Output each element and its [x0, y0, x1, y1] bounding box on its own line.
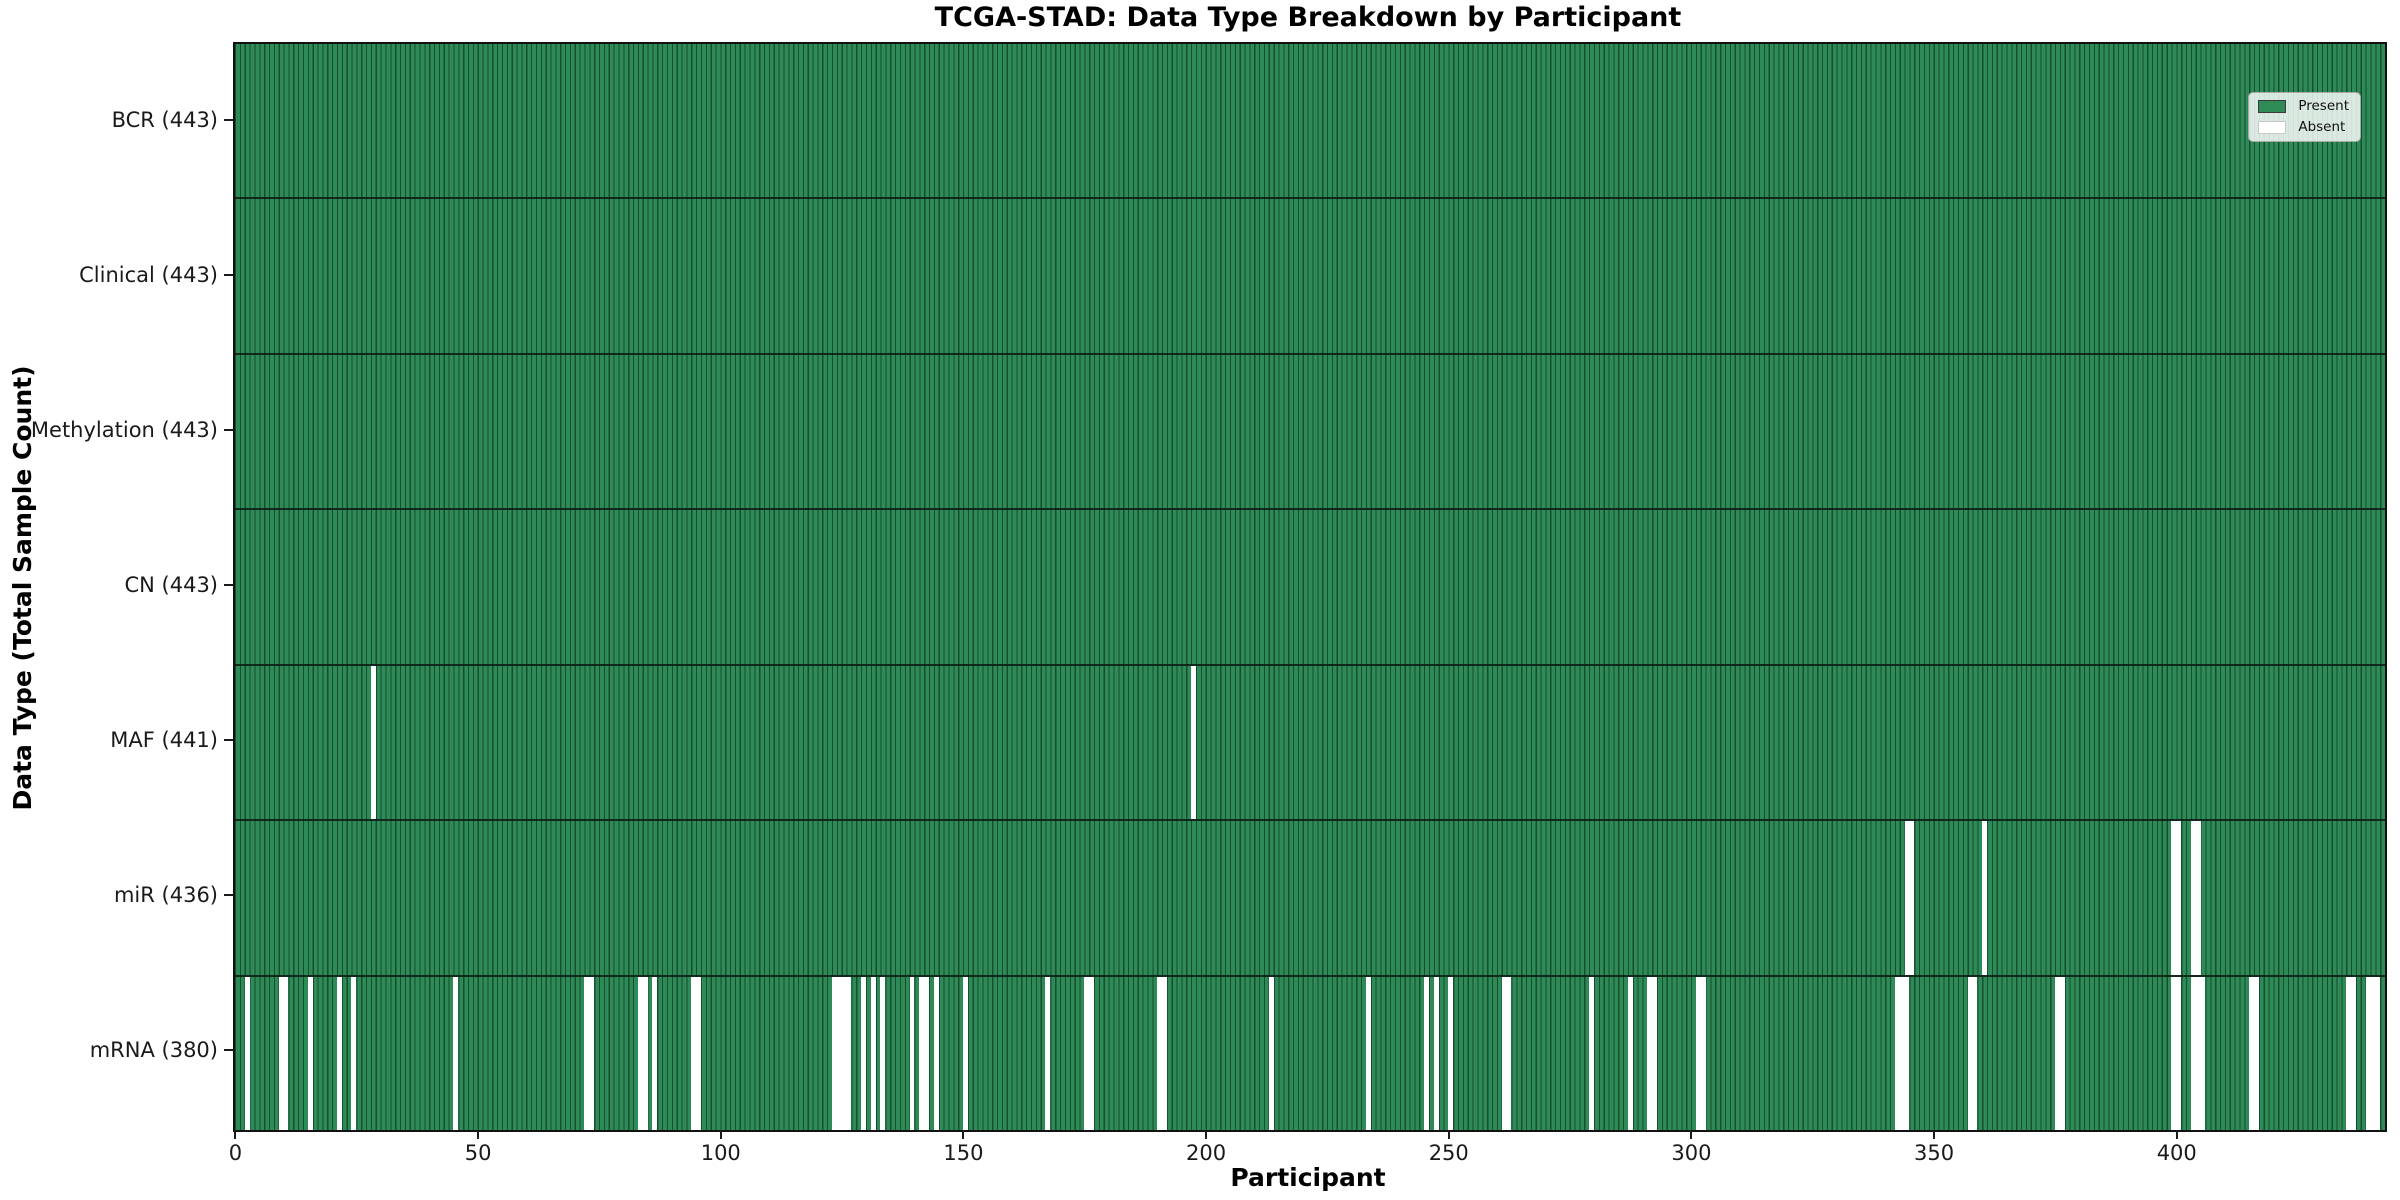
row-clinical — [235, 197, 2385, 353]
y-tick-mark — [224, 894, 233, 897]
y-tick-mark — [224, 739, 233, 742]
y-tick-mark — [224, 1049, 233, 1052]
row-maf — [235, 663, 2385, 820]
y-tick-label-methylation: Methylation (443) — [30, 417, 218, 442]
absent-stripe — [880, 976, 886, 1130]
absent-stripe — [2171, 821, 2182, 975]
legend: Present Absent — [2248, 92, 2361, 142]
x-tick-mark — [2175, 1130, 2178, 1139]
x-tick-mark — [719, 1130, 722, 1139]
absent-stripe — [1045, 976, 1051, 1130]
absent-stripe — [1904, 821, 1915, 975]
present-swatch-icon — [2258, 100, 2287, 114]
x-tick-mark — [1933, 1130, 1936, 1139]
absent-stripe — [962, 976, 968, 1130]
absent-stripe — [2054, 976, 2065, 1130]
absent-stripe — [1365, 976, 1371, 1130]
x-tick-mark — [1447, 1130, 1450, 1139]
absent-stripe — [861, 976, 866, 1130]
absent-stripe — [2171, 976, 2182, 1130]
x-tick-label-150: 150 — [943, 1141, 984, 1165]
absent-stripe — [351, 976, 357, 1130]
row-bcr — [235, 44, 2385, 198]
absent-stripe — [244, 976, 250, 1130]
absent-stripe — [2346, 976, 2356, 1130]
absent-stripe — [909, 976, 915, 1130]
absent-stripe — [870, 976, 876, 1130]
row-mir — [235, 819, 2385, 975]
absent-stripe — [370, 665, 376, 820]
x-tick-label-100: 100 — [700, 1141, 741, 1165]
y-tick-mark — [224, 584, 233, 586]
x-tick-mark — [1205, 1130, 1208, 1139]
y-tick-label-mir: miR (436) — [113, 883, 218, 908]
y-tick-mark — [224, 118, 233, 121]
absent-stripe — [1894, 976, 1910, 1130]
absent-stripe — [919, 976, 929, 1130]
absent-stripe — [652, 976, 658, 1130]
chart-title: TCGA-STAD: Data Type Breakdown by Partic… — [934, 2, 1682, 33]
x-tick-label-400: 400 — [2156, 1141, 2197, 1165]
absent-swatch-icon — [2258, 120, 2287, 134]
y-tick-mark — [224, 428, 233, 431]
rows-container — [235, 44, 2385, 1130]
absent-stripe — [584, 976, 595, 1130]
absent-stripe — [637, 976, 648, 1130]
absent-stripe — [1084, 976, 1095, 1130]
x-tick-label-0: 0 — [228, 1141, 243, 1165]
absent-stripe — [2190, 976, 2206, 1130]
absent-stripe — [1589, 976, 1594, 1130]
absent-stripe — [1647, 976, 1657, 1130]
absent-stripe — [933, 976, 939, 1130]
x-tick-mark — [962, 1130, 965, 1139]
absent-stripe — [1191, 665, 1196, 820]
absent-stripe — [1157, 976, 1167, 1130]
absent-stripe — [2190, 821, 2201, 975]
absent-stripe — [1967, 976, 1978, 1130]
absent-stripe — [307, 976, 313, 1130]
absent-stripe — [1424, 976, 1429, 1130]
absent-stripe — [831, 976, 852, 1130]
absent-stripe — [1982, 821, 1988, 975]
legend-item-present: Present — [2258, 98, 2349, 114]
legend-absent-label: Absent — [2298, 118, 2346, 135]
absent-stripe — [453, 976, 459, 1130]
plot-area: Present Absent — [233, 42, 2387, 1132]
row-mrna — [235, 974, 2385, 1130]
x-tick-mark — [1690, 1130, 1693, 1139]
legend-present-label: Present — [2298, 98, 2349, 114]
absent-stripe — [1433, 976, 1439, 1130]
absent-stripe — [1448, 976, 1454, 1130]
absent-stripe — [1501, 976, 1512, 1130]
x-tick-label-350: 350 — [1914, 1141, 1955, 1165]
absent-stripe — [336, 976, 342, 1130]
row-methylation — [235, 352, 2385, 509]
absent-stripe — [278, 976, 289, 1130]
y-tick-label-maf: MAF (441) — [110, 728, 218, 753]
x-tick-mark — [477, 1130, 480, 1139]
absent-stripe — [2249, 976, 2259, 1130]
y-tick-label-cn: CN (443) — [124, 573, 218, 597]
absent-stripe — [2365, 976, 2381, 1130]
x-axis-label: Participant — [1230, 1163, 1386, 1192]
x-tick-mark — [234, 1130, 237, 1139]
x-tick-label-200: 200 — [1186, 1141, 1227, 1165]
absent-stripe — [1627, 976, 1633, 1130]
y-tick-label-clinical: Clinical (443) — [79, 262, 218, 287]
y-tick-label-bcr: BCR (443) — [111, 107, 218, 132]
y-tick-label-mrna: mRNA (380) — [89, 1038, 218, 1063]
absent-stripe — [1695, 976, 1706, 1130]
legend-item-absent: Absent — [2258, 118, 2349, 135]
absent-stripe — [1268, 976, 1274, 1130]
absent-stripe — [691, 976, 701, 1130]
x-tick-label-50: 50 — [464, 1141, 492, 1165]
x-tick-label-300: 300 — [1671, 1141, 1712, 1165]
x-tick-label-250: 250 — [1428, 1141, 1469, 1165]
y-tick-mark — [224, 273, 233, 276]
row-cn — [235, 508, 2385, 664]
